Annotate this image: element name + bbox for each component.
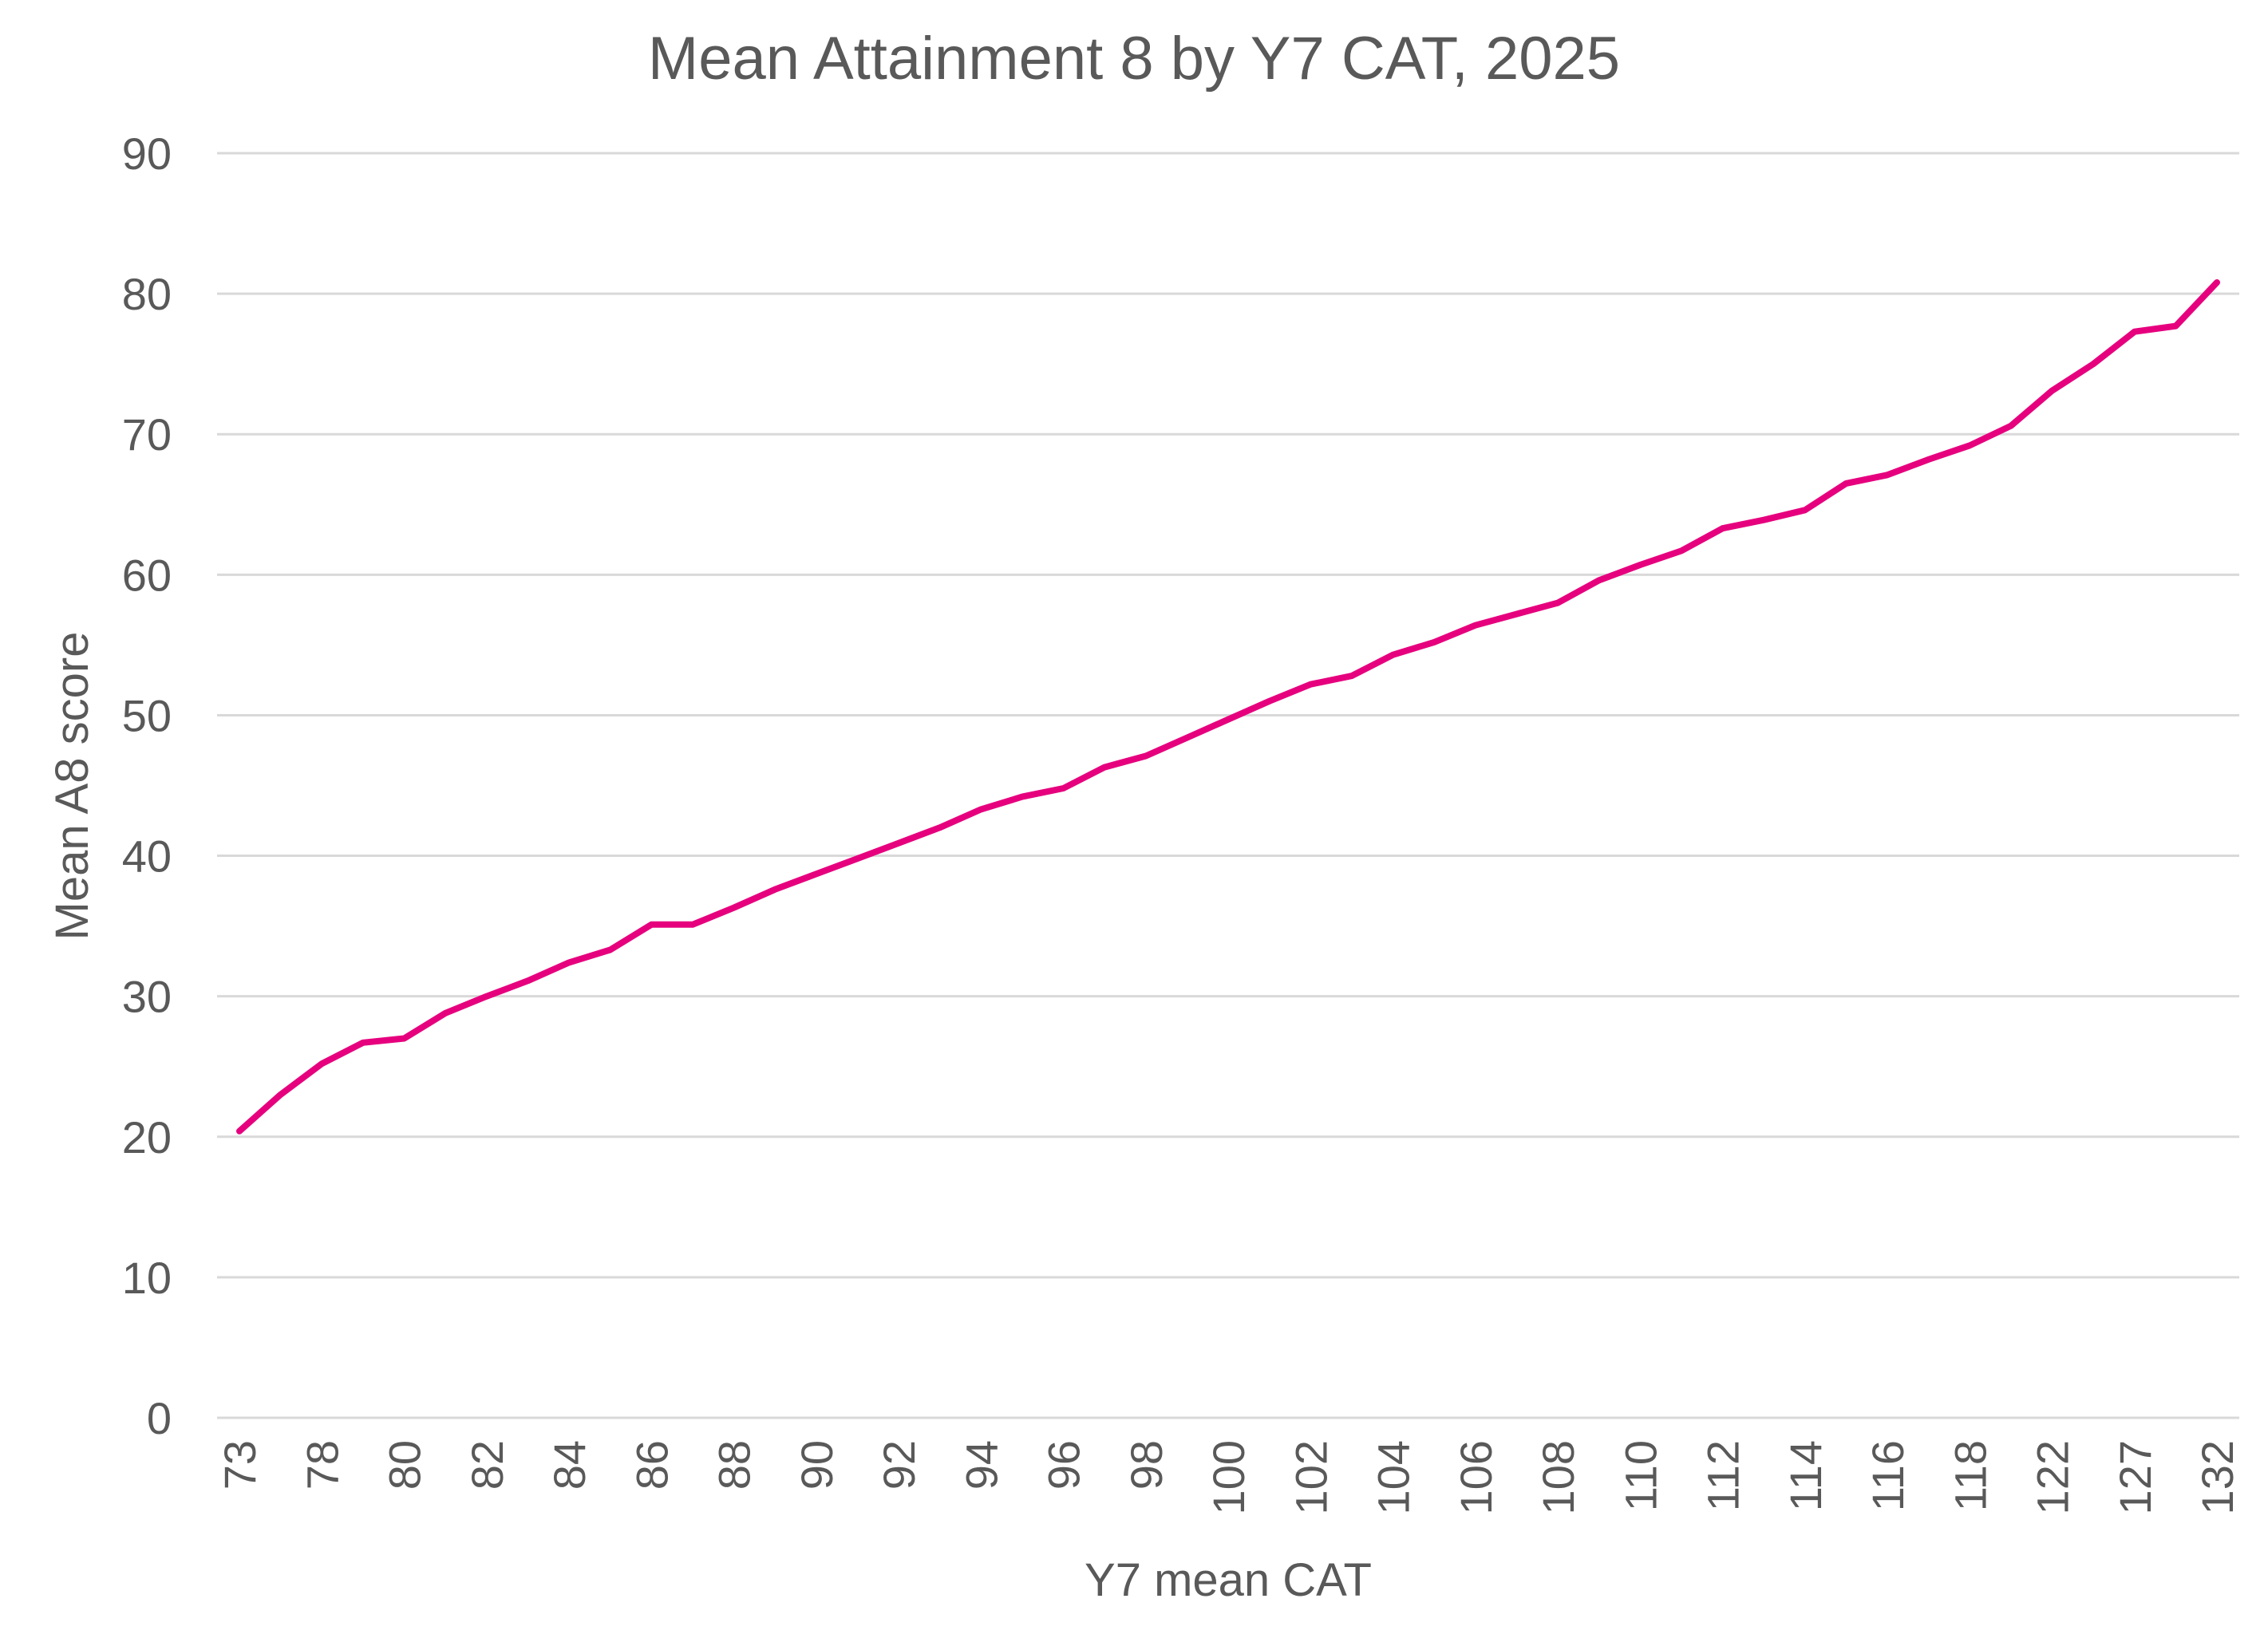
x-tick-label: 100	[1203, 1440, 1254, 1514]
y-axis-title: Mean A8 score	[46, 632, 98, 941]
x-tick-label: 114	[1780, 1440, 1831, 1511]
x-tick-label: 94	[956, 1440, 1006, 1490]
y-tick-label: 90	[122, 128, 172, 179]
x-tick-label: 98	[1121, 1440, 1172, 1490]
x-tick-label: 96	[1039, 1440, 1089, 1490]
x-tick-label: 88	[709, 1440, 760, 1490]
series-line	[236, 279, 2220, 1135]
x-tick-label: 90	[792, 1440, 842, 1490]
x-tick-label: 122	[2028, 1440, 2078, 1514]
x-tick-label: 80	[380, 1440, 430, 1490]
y-tick-label: 30	[122, 972, 172, 1022]
gridlines	[217, 152, 2239, 1419]
y-tick-label: 80	[122, 269, 172, 319]
x-tick-label: 108	[1533, 1440, 1583, 1514]
x-tick-label: 116	[1863, 1440, 1913, 1511]
x-tick-label: 102	[1286, 1440, 1336, 1514]
x-tick-label: 112	[1698, 1440, 1748, 1511]
y-tick-label: 0	[147, 1393, 172, 1443]
x-tick-label: 127	[2110, 1440, 2160, 1514]
x-axis-title: Y7 mean CAT	[1085, 1554, 1372, 1606]
series-layer	[236, 279, 2220, 1135]
x-tick-label: 73	[215, 1440, 265, 1490]
x-axis-ticks: 73 78 80 82 84 86 88 90 92 94 96 98 100 102 104 106 108 1…	[215, 1440, 2242, 1514]
x-tick-label: 104	[1369, 1440, 1419, 1514]
y-tick-label: 50	[122, 690, 172, 740]
x-tick-label: 86	[626, 1440, 677, 1490]
x-tick-label: 84	[544, 1440, 595, 1490]
y-axis-ticks: 0 10 20 30 40 50 60 70 80 90	[122, 128, 172, 1443]
y-tick-label: 20	[122, 1112, 172, 1162]
x-tick-label: 92	[874, 1440, 924, 1490]
x-tick-label: 110	[1615, 1440, 1665, 1511]
y-tick-label: 10	[122, 1253, 172, 1303]
x-tick-label: 78	[297, 1440, 347, 1490]
x-tick-label: 106	[1451, 1440, 1501, 1514]
y-tick-label: 40	[122, 831, 172, 882]
y-tick-label: 60	[122, 550, 172, 600]
x-tick-label: 118	[1945, 1440, 1995, 1511]
x-tick-label: 82	[462, 1440, 512, 1490]
y-tick-label: 70	[122, 409, 172, 460]
x-tick-label: 132	[2192, 1440, 2242, 1514]
chart-title: Mean Attainment 8 by Y7 CAT, 2025	[647, 25, 1621, 93]
